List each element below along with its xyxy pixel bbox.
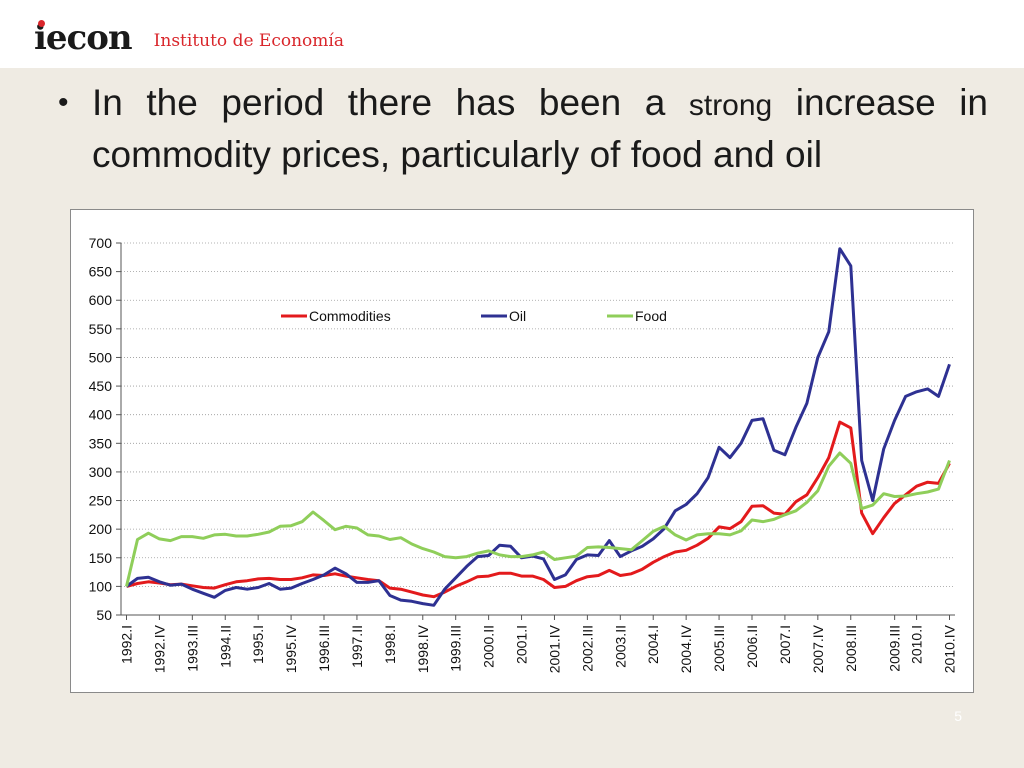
- x-tick-label-2006.II: 2006.II: [744, 625, 760, 668]
- y-tick-label-600: 600: [89, 292, 113, 308]
- x-tick-label-2000.II: 2000.II: [481, 625, 497, 668]
- x-tick-label-1992.I: 1992.I: [118, 625, 134, 664]
- logo-red-dot: [38, 20, 45, 27]
- iecon-logo: iecon Instituto de Economía: [34, 18, 344, 58]
- x-tick-label-2001.IV: 2001.IV: [546, 624, 562, 673]
- x-tick-label-2002.III: 2002.III: [579, 625, 595, 672]
- y-tick-label-450: 450: [89, 378, 113, 394]
- x-tick-label-2007.IV: 2007.IV: [810, 624, 826, 673]
- x-tick-label-1996.III: 1996.III: [316, 625, 332, 672]
- y-tick-label-550: 550: [89, 321, 113, 337]
- y-tick-label-650: 650: [89, 264, 113, 280]
- x-tick-label-1998.I: 1998.I: [382, 625, 398, 664]
- x-tick-label-2010.IV: 2010.IV: [942, 624, 958, 673]
- series-line-food: [125, 451, 951, 587]
- y-tick-label-50: 50: [96, 607, 112, 623]
- page-number: 5: [954, 708, 962, 724]
- bullet-text-after: increase in commodity prices, particular…: [92, 82, 988, 175]
- x-tick-label-2009.III: 2009.III: [887, 625, 903, 672]
- x-tick-label-2007.I: 2007.I: [777, 625, 793, 664]
- slide-bullet: • In the period there has been a strong …: [58, 78, 988, 179]
- bullet-dot-icon: •: [58, 86, 69, 119]
- y-tick-label-200: 200: [89, 521, 113, 537]
- bullet-text: In the period there has been a strong in…: [92, 78, 988, 179]
- y-tick-label-400: 400: [89, 407, 113, 423]
- logo-mark: iecon: [34, 18, 133, 58]
- bullet-text-strong: strong: [688, 89, 773, 122]
- x-tick-label-2008.III: 2008.III: [843, 625, 859, 672]
- x-tick-label-1992.IV: 1992.IV: [151, 624, 167, 673]
- x-tick-label-1993.III: 1993.III: [184, 625, 200, 672]
- x-tick-label-2003.II: 2003.II: [612, 625, 628, 668]
- y-tick-label-500: 500: [89, 349, 113, 365]
- org-name: Instituto de Economía: [153, 31, 344, 51]
- x-tick-label-2005.III: 2005.III: [711, 625, 727, 672]
- x-tick-label-1999.III: 1999.III: [448, 625, 464, 672]
- header-bar: iecon Instituto de Economía: [0, 0, 1024, 68]
- x-tick-label-1998.IV: 1998.IV: [415, 624, 431, 673]
- y-tick-label-250: 250: [89, 493, 113, 509]
- series-line-oil: [125, 247, 951, 607]
- bullet-text-before: In the period there has been a: [92, 82, 689, 123]
- x-tick-label-2001.I: 2001.I: [514, 625, 530, 664]
- legend-label-commodities: Commodities: [309, 308, 391, 324]
- x-tick-label-1995.I: 1995.I: [250, 625, 266, 664]
- chart-container: 50 100 150 200 250 300 350 400 450 500 550 600 650 70…: [70, 209, 974, 693]
- series-line-commodities: [126, 420, 951, 599]
- line-chart: 50 100 150 200 250 300 350 400 450 500 550 600 650 70…: [89, 235, 958, 673]
- x-tick-label-1997.II: 1997.II: [349, 625, 365, 668]
- x-tick-label-1995.IV: 1995.IV: [283, 624, 299, 673]
- y-tick-label-700: 700: [89, 235, 113, 251]
- legend-label-food: Food: [635, 308, 667, 324]
- x-tick-label-2004.I: 2004.I: [645, 625, 661, 664]
- logo-text: iecon: [34, 18, 133, 58]
- x-tick-label-2010.I: 2010.I: [909, 625, 925, 664]
- x-tick-label-1994.II: 1994.II: [217, 625, 233, 668]
- y-tick-label-100: 100: [89, 578, 113, 594]
- y-tick-label-350: 350: [89, 435, 113, 451]
- y-tick-label-150: 150: [89, 550, 113, 566]
- legend-label-oil: Oil: [509, 308, 526, 324]
- y-tick-label-300: 300: [89, 464, 113, 480]
- x-tick-label-2004.IV: 2004.IV: [678, 624, 694, 673]
